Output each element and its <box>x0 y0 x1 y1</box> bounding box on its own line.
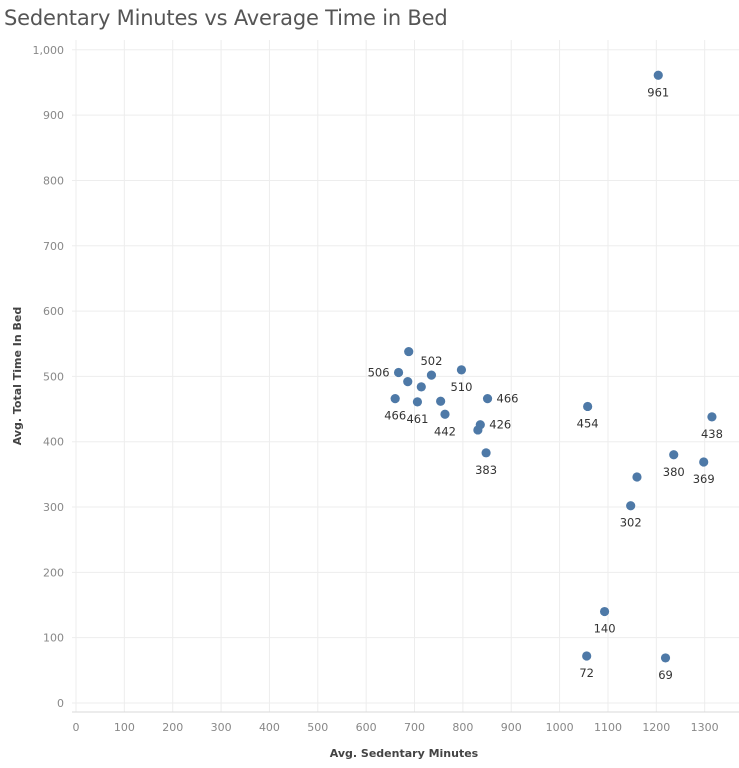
data-point[interactable] <box>390 394 400 404</box>
data-point[interactable] <box>482 394 493 404</box>
y-tick-label: 400 <box>43 436 64 449</box>
data-point[interactable] <box>660 653 671 663</box>
data-point[interactable] <box>456 365 467 375</box>
data-point[interactable] <box>583 401 593 412</box>
x-tick-label: 1100 <box>594 721 622 734</box>
data-point[interactable] <box>403 377 413 387</box>
y-tick-label: 300 <box>43 501 64 514</box>
data-label: 466 <box>384 409 406 423</box>
data-label: 383 <box>475 463 497 477</box>
data-label: 380 <box>663 465 685 479</box>
x-tick-label: 800 <box>452 721 473 734</box>
data-label: 502 <box>420 354 442 368</box>
y-tick-label: 500 <box>43 370 64 383</box>
x-tick-label: 1000 <box>546 721 574 734</box>
data-point[interactable] <box>440 409 450 419</box>
data-label: 69 <box>658 668 673 682</box>
y-tick-label: 700 <box>43 240 64 253</box>
data-point[interactable] <box>436 396 446 406</box>
data-label: 426 <box>489 418 511 432</box>
data-label: 72 <box>579 666 594 680</box>
data-point[interactable] <box>626 501 636 511</box>
data-label: 302 <box>620 516 642 530</box>
data-point[interactable] <box>412 397 423 407</box>
y-tick-label: 100 <box>43 632 64 645</box>
data-point[interactable] <box>707 412 717 422</box>
y-tick-label: 600 <box>43 305 64 318</box>
data-label: 510 <box>450 380 472 394</box>
data-point[interactable] <box>426 370 437 380</box>
x-tick-label: 1300 <box>691 721 719 734</box>
data-label: 466 <box>497 392 519 406</box>
data-point[interactable] <box>473 425 483 435</box>
x-tick-label: 700 <box>404 721 425 734</box>
data-label: 369 <box>693 472 715 486</box>
data-points <box>390 70 717 663</box>
x-tick-label: 0 <box>73 721 80 734</box>
x-tick-label: 500 <box>307 721 328 734</box>
x-tick-label: 300 <box>211 721 232 734</box>
y-tick-labels: 0 100 200 300 400 500 600 700 800 900 1,000 <box>33 44 65 710</box>
grid-lines <box>72 40 739 712</box>
data-label: 461 <box>406 412 428 426</box>
x-tick-labels: 0 100 200 300 400 500 600 700 800 900 1000 1100 1200… <box>73 721 719 734</box>
data-label: 438 <box>701 427 723 441</box>
y-tick-label: 1,000 <box>33 44 65 57</box>
data-point[interactable] <box>699 457 709 467</box>
y-tick-label: 0 <box>57 697 64 710</box>
data-label: 961 <box>647 85 669 99</box>
data-label: 442 <box>434 424 456 438</box>
data-point[interactable] <box>669 450 679 460</box>
x-tick-label: 600 <box>356 721 377 734</box>
data-point[interactable] <box>582 651 592 661</box>
data-point[interactable] <box>632 472 642 482</box>
data-point[interactable] <box>481 448 491 458</box>
chart-title: Sedentary Minutes vs Average Time in Bed <box>4 6 448 30</box>
data-point[interactable] <box>599 606 610 617</box>
data-point[interactable] <box>404 346 414 357</box>
data-label: 454 <box>577 416 599 430</box>
x-tick-label: 100 <box>114 721 135 734</box>
data-point[interactable] <box>653 70 663 80</box>
y-tick-label: 800 <box>43 174 64 187</box>
x-axis-title: Avg. Sedentary Minutes <box>330 747 479 760</box>
data-label: 140 <box>594 622 616 636</box>
data-label: 506 <box>368 365 390 379</box>
data-point[interactable] <box>393 367 404 378</box>
y-tick-label: 200 <box>43 566 64 579</box>
data-point[interactable] <box>416 382 426 392</box>
x-tick-label: 900 <box>501 721 522 734</box>
x-tick-label: 1200 <box>642 721 670 734</box>
y-tick-label: 900 <box>43 109 64 122</box>
x-tick-label: 400 <box>259 721 280 734</box>
x-tick-label: 200 <box>162 721 183 734</box>
y-axis-title: Avg. Total Time In Bed <box>11 307 24 446</box>
